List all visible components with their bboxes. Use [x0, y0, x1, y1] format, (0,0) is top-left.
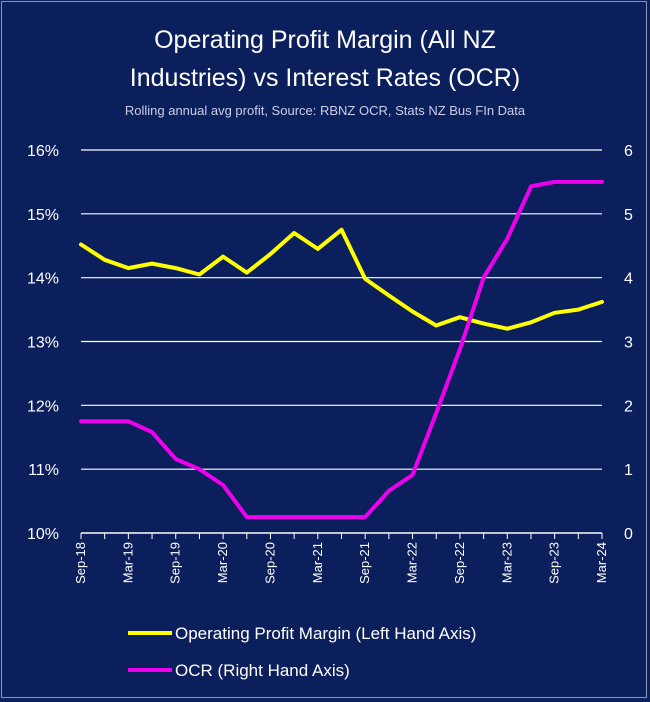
x-tick-label: Sep-23	[547, 542, 562, 584]
chart-subtitle: Rolling annual avg profit, Source: RBNZ …	[125, 103, 526, 118]
x-tick-label: Mar-21	[310, 542, 325, 583]
chart-title-line-2: Industries) vs Interest Rates (OCR)	[130, 64, 520, 92]
x-tick-label: Sep-20	[262, 542, 277, 584]
right-tick-label: 2	[624, 398, 633, 415]
left-tick-label: 11%	[28, 462, 59, 479]
left-tick-label: 15%	[27, 207, 59, 224]
right-tick-label: 0	[624, 526, 633, 543]
x-axis: Sep-18 Mar-19 Sep-19 Mar-20 Sep-20 Mar-21 Sep-…	[73, 533, 609, 584]
x-tick-label: Mar-23	[499, 542, 514, 583]
right-tick-label: 3	[624, 335, 633, 352]
right-tick-label: 1	[624, 462, 633, 479]
left-axis: 10% 11% 12% 13% 14% 15% 16%	[27, 143, 59, 543]
grid-layer	[81, 149, 602, 534]
x-tick-label: Sep-18	[73, 542, 88, 584]
x-tick-label: Sep-19	[168, 542, 183, 584]
series-line-operating-profit-margin	[79, 227, 604, 331]
x-tick-label: Sep-21	[357, 542, 372, 584]
x-tick-label: Mar-19	[120, 542, 135, 583]
series-line-ocr	[79, 179, 604, 519]
legend-label-margin: Operating Profit Margin (Left Hand Axis)	[175, 624, 476, 643]
chart-title-line-1: Operating Profit Margin (All NZ	[154, 26, 496, 54]
left-tick-label: 13%	[27, 335, 59, 352]
x-tick-label: Sep-22	[452, 542, 467, 584]
right-tick-label: 5	[624, 207, 633, 224]
right-tick-label: 6	[624, 143, 633, 160]
right-tick-label: 4	[624, 271, 633, 288]
x-tick-label: Mar-20	[215, 542, 230, 583]
series-layer	[79, 179, 604, 519]
x-tick-label: Mar-24	[594, 542, 609, 583]
left-tick-label: 12%	[27, 398, 59, 415]
x-tick-label: Mar-22	[405, 542, 420, 583]
left-tick-label: 16%	[27, 143, 59, 160]
legend-label-ocr: OCR (Right Hand Axis)	[175, 661, 350, 680]
legend: Operating Profit Margin (Left Hand Axis)…	[128, 624, 476, 680]
left-tick-label: 14%	[27, 271, 59, 288]
right-axis: 0 1 2 3 4 5 6	[624, 143, 633, 543]
left-tick-label: 10%	[27, 526, 59, 543]
